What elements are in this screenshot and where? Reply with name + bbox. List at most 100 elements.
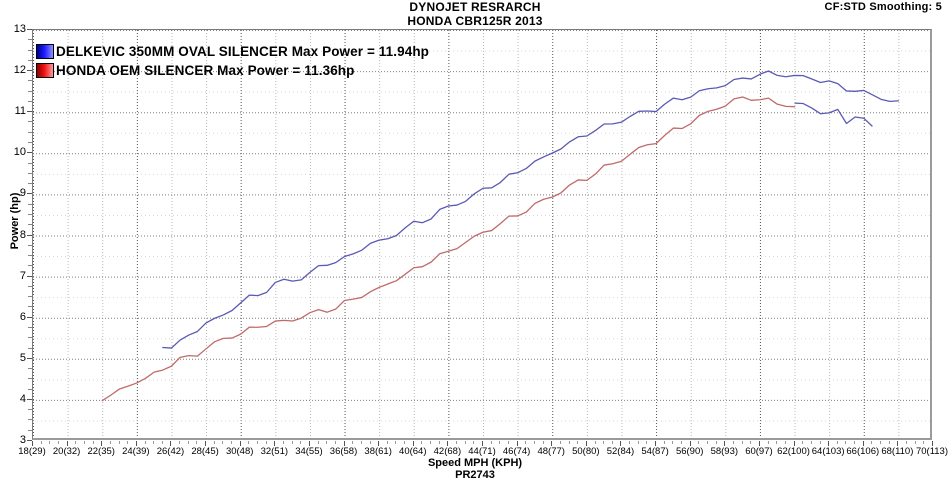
chart-title: DYNOJET RESRARCH: [409, 0, 541, 14]
x-tick-minor: [784, 441, 786, 444]
y-tick-mark: [27, 234, 32, 236]
x-tick-mark: [897, 441, 899, 446]
x-tick-minor: [629, 441, 631, 444]
x-tick-label: 54(87): [641, 446, 669, 457]
x-tick-mark: [724, 441, 726, 446]
x-tick-minor: [265, 441, 267, 444]
x-tick-minor: [473, 441, 475, 444]
x-tick-minor: [525, 441, 527, 444]
y-tick-label: 5: [19, 351, 26, 364]
y-tick-minor: [28, 39, 32, 41]
x-tick-minor: [663, 441, 665, 444]
x-tick-label: 40(64): [399, 446, 427, 457]
y-tick-label: 4: [19, 392, 26, 405]
x-tick-label: 52(84): [606, 446, 635, 457]
x-tick-minor: [57, 441, 59, 444]
y-tick-mark: [27, 111, 32, 113]
x-tick-minor: [92, 441, 94, 444]
legend-label-honda-oem: HONDA OEM SILENCER Max Power = 11.36hp: [56, 63, 355, 78]
x-tick-minor: [352, 441, 354, 444]
x-tick-minor: [776, 441, 778, 444]
x-tick-mark: [585, 441, 587, 446]
x-tick-minor: [395, 441, 397, 444]
x-tick-mark: [620, 441, 622, 446]
x-tick-minor: [715, 441, 717, 444]
x-tick-minor: [646, 441, 648, 444]
x-tick-label: 32(51): [260, 446, 289, 457]
y-tick-minor: [28, 388, 32, 390]
y-tick-mark: [27, 398, 32, 400]
y-tick-minor: [28, 49, 32, 51]
x-tick-minor: [577, 441, 579, 444]
legend: DELKEVIC 350MM OVAL SILENCER Max Power =…: [36, 42, 429, 80]
x-tick-minor: [698, 441, 700, 444]
y-tick-minor: [28, 183, 32, 185]
legend-swatch-red-icon: [36, 63, 54, 78]
x-tick-minor: [880, 441, 882, 444]
x-tick-minor: [213, 441, 215, 444]
x-tick-label: 36(58): [329, 446, 358, 457]
y-tick-minor: [28, 255, 32, 257]
x-tick-minor: [559, 441, 561, 444]
x-tick-label: 70(113): [915, 446, 949, 457]
x-tick-minor: [603, 441, 605, 444]
x-tick-mark: [482, 441, 483, 446]
y-tick-minor: [28, 121, 32, 123]
x-axis-title: Speed MPH (KPH): [427, 457, 523, 469]
x-tick-minor: [127, 441, 129, 444]
x-tick-label: 20(32): [52, 446, 81, 457]
x-tick-mark: [689, 441, 691, 446]
x-tick-label: 48(77): [537, 446, 565, 457]
x-tick-minor: [533, 441, 535, 444]
y-tick-minor: [28, 409, 32, 411]
x-tick-label: 22(35): [87, 446, 115, 457]
x-tick-minor: [490, 441, 492, 444]
y-tick-mark: [27, 193, 32, 195]
x-tick-mark: [516, 441, 518, 446]
y-tick-label: 11: [14, 105, 26, 118]
x-tick-minor: [542, 441, 544, 444]
x-tick-minor: [914, 441, 916, 444]
x-tick-minor: [507, 441, 509, 444]
y-tick-minor: [28, 203, 32, 205]
correction-factor-info: CF:STD Smoothing: 5: [824, 1, 942, 13]
x-tick-label: 18(29): [18, 446, 46, 457]
x-tick-minor: [923, 441, 925, 444]
x-tick-minor: [871, 441, 873, 444]
x-tick-minor: [681, 441, 683, 444]
y-tick-mark: [27, 316, 32, 318]
y-tick-label: 8: [19, 228, 26, 241]
x-tick-minor: [810, 441, 812, 444]
y-tick-mark: [27, 440, 32, 441]
x-tick-minor: [750, 441, 752, 444]
x-tick-mark: [274, 441, 276, 446]
x-tick-label: 44(71): [468, 446, 496, 457]
x-tick-label: 30(48): [225, 446, 254, 457]
x-tick-mark: [308, 441, 310, 446]
y-tick-label: 7: [19, 269, 26, 282]
x-tick-mark: [239, 441, 241, 446]
x-tick-label: 56(90): [675, 446, 704, 457]
y-tick-minor: [28, 285, 32, 287]
curve-honda-oem: [101, 96, 796, 402]
x-tick-mark: [135, 441, 137, 446]
x-tick-minor: [369, 441, 371, 444]
x-tick-minor: [161, 441, 163, 444]
y-tick-minor: [28, 244, 32, 246]
x-tick-mark: [101, 441, 103, 446]
x-tick-minor: [707, 441, 708, 444]
y-tick-mark: [27, 29, 32, 30]
x-tick-minor: [819, 441, 821, 444]
x-tick-minor: [144, 441, 146, 444]
x-tick-label: 50(80): [572, 446, 600, 457]
y-tick-minor: [28, 142, 32, 144]
x-tick-minor: [317, 441, 319, 444]
x-tick-minor: [836, 441, 838, 444]
y-tick-minor: [28, 368, 32, 370]
x-tick-minor: [672, 441, 674, 444]
y-tick-mark: [27, 275, 32, 277]
x-tick-minor: [430, 441, 432, 444]
x-tick-minor: [75, 441, 77, 444]
x-tick-minor: [499, 441, 501, 444]
